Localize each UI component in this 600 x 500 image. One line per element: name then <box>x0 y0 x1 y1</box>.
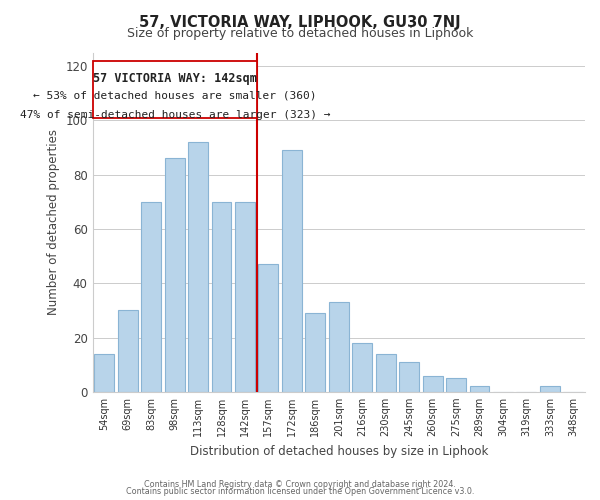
Bar <box>212 202 232 392</box>
Text: Contains public sector information licensed under the Open Government Licence v3: Contains public sector information licen… <box>126 487 474 496</box>
Bar <box>329 302 349 392</box>
Bar <box>399 362 419 392</box>
Bar <box>118 310 137 392</box>
Bar <box>352 343 372 392</box>
Text: Contains HM Land Registry data © Crown copyright and database right 2024.: Contains HM Land Registry data © Crown c… <box>144 480 456 489</box>
Bar <box>282 150 302 392</box>
Bar <box>141 202 161 392</box>
Bar <box>305 313 325 392</box>
Bar <box>164 158 185 392</box>
Bar <box>259 264 278 392</box>
Text: ← 53% of detached houses are smaller (360): ← 53% of detached houses are smaller (36… <box>33 90 317 101</box>
Bar <box>188 142 208 392</box>
Bar <box>540 386 560 392</box>
Bar <box>470 386 490 392</box>
Text: 47% of semi-detached houses are larger (323) →: 47% of semi-detached houses are larger (… <box>20 110 330 120</box>
Text: 57 VICTORIA WAY: 142sqm: 57 VICTORIA WAY: 142sqm <box>93 72 257 85</box>
Bar <box>235 202 255 392</box>
Bar <box>376 354 395 392</box>
Y-axis label: Number of detached properties: Number of detached properties <box>47 129 60 315</box>
X-axis label: Distribution of detached houses by size in Liphook: Distribution of detached houses by size … <box>190 444 488 458</box>
Text: Size of property relative to detached houses in Liphook: Size of property relative to detached ho… <box>127 28 473 40</box>
FancyBboxPatch shape <box>93 60 257 118</box>
Bar <box>94 354 114 392</box>
Bar <box>422 376 443 392</box>
Bar <box>446 378 466 392</box>
Text: 57, VICTORIA WAY, LIPHOOK, GU30 7NJ: 57, VICTORIA WAY, LIPHOOK, GU30 7NJ <box>139 15 461 30</box>
